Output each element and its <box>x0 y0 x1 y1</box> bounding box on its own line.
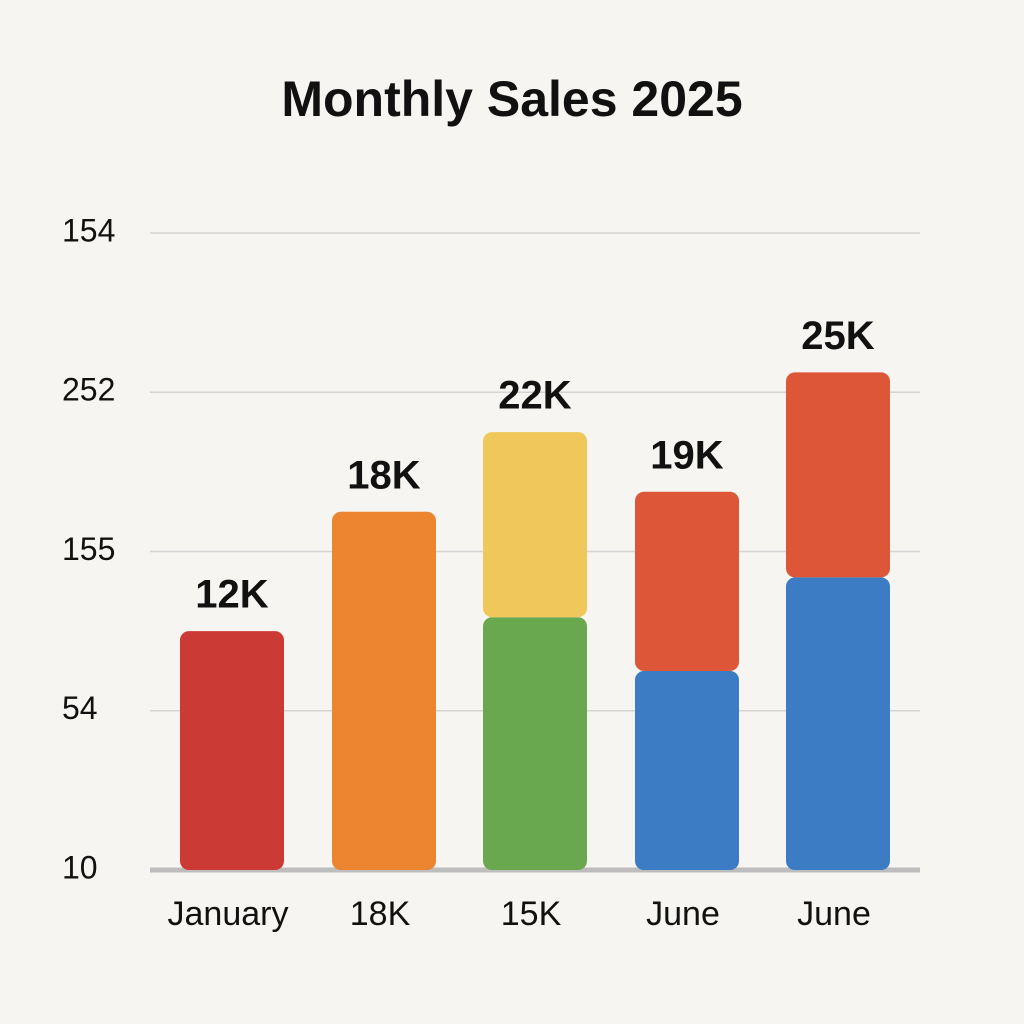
x-tick-label: June <box>646 895 720 933</box>
data-label: 22K <box>498 374 571 418</box>
chart-title: Monthly Sales 2025 <box>281 71 742 127</box>
y-tick-label: 10 <box>62 849 98 885</box>
bar-segment <box>786 372 890 578</box>
bar-segment <box>635 491 739 671</box>
data-label: 19K <box>650 433 723 477</box>
y-tick-label: 154 <box>62 212 115 248</box>
y-tick-label: 54 <box>62 690 98 726</box>
y-tick-label: 155 <box>62 531 115 567</box>
bar-segment <box>180 631 284 870</box>
bar-segment <box>635 670 739 870</box>
x-tick-label: January <box>168 895 289 933</box>
bar-segment <box>483 432 587 618</box>
bar-segment <box>786 577 890 870</box>
data-label: 25K <box>801 314 874 358</box>
data-label: 18K <box>347 453 420 497</box>
bar-segment <box>483 617 587 870</box>
x-tick-label: June <box>797 895 871 933</box>
bar-segment <box>332 511 436 870</box>
x-tick-label: 15K <box>501 895 562 933</box>
data-label: 12K <box>195 573 268 617</box>
y-tick-label: 252 <box>62 372 115 408</box>
x-tick-label: 18K <box>350 895 411 933</box>
